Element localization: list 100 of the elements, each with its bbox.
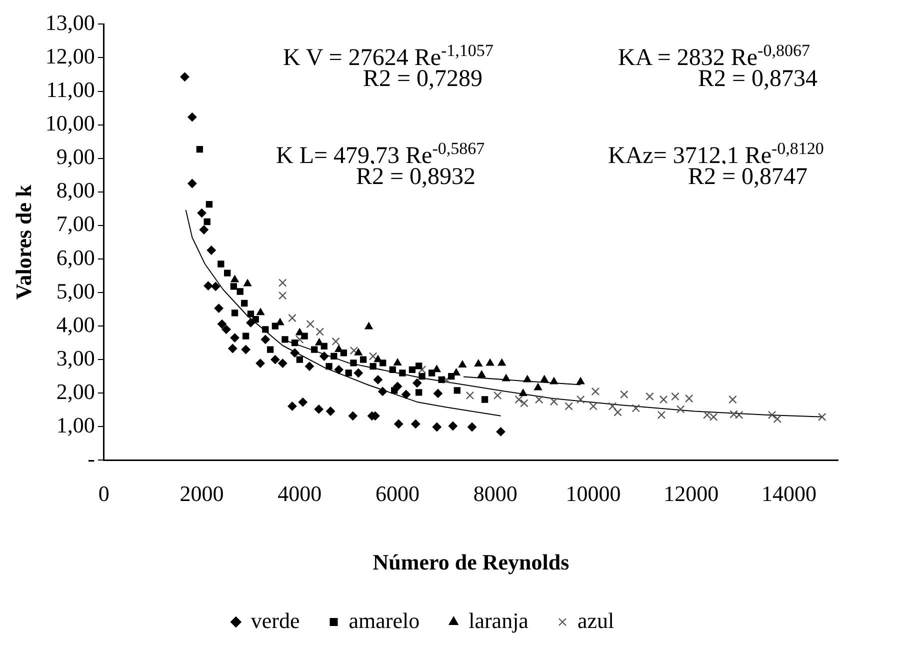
point	[188, 179, 197, 188]
point	[474, 359, 482, 366]
point	[247, 310, 254, 318]
x-tick-label: 8000	[473, 481, 518, 506]
point	[350, 346, 358, 355]
point	[218, 260, 224, 268]
x-tick-label: 14000	[762, 481, 817, 506]
point	[703, 410, 712, 420]
point	[256, 308, 264, 316]
y-tick-label: 4,00	[56, 312, 95, 337]
point	[416, 389, 422, 396]
point	[620, 390, 628, 399]
point	[278, 278, 287, 287]
point	[550, 377, 558, 384]
point	[550, 397, 558, 406]
annotation: KA = 2832 Re$^{-0,8067}$	[618, 41, 810, 71]
point	[230, 333, 240, 342]
point	[394, 419, 404, 428]
point	[468, 422, 477, 432]
point	[418, 373, 426, 380]
point	[481, 396, 488, 403]
y-axis-title: Valores de k	[10, 184, 36, 300]
point	[188, 112, 197, 122]
y-tick-label: 9,00	[56, 144, 95, 170]
point	[452, 368, 460, 376]
point	[326, 406, 336, 416]
point	[399, 370, 406, 376]
point	[278, 358, 288, 368]
point	[412, 378, 422, 388]
point	[230, 275, 239, 282]
legend-label: azul	[577, 608, 614, 633]
y-tick-label: 5,00	[56, 278, 95, 304]
point	[408, 366, 416, 373]
point	[288, 402, 297, 411]
point	[368, 352, 378, 360]
point	[493, 391, 502, 400]
x-tick-label: 4000	[278, 481, 322, 506]
point	[448, 421, 458, 430]
point	[454, 387, 460, 394]
point	[442, 376, 451, 384]
point	[534, 383, 542, 390]
point	[709, 412, 718, 422]
point	[282, 336, 288, 343]
point	[272, 322, 279, 330]
point	[199, 225, 208, 234]
y-tick-label: 12,00	[45, 44, 95, 69]
point	[534, 395, 544, 404]
point	[180, 72, 190, 82]
point	[428, 370, 436, 376]
point	[591, 387, 600, 396]
point	[676, 405, 685, 414]
point	[354, 348, 362, 356]
point	[389, 366, 396, 373]
point	[589, 402, 598, 410]
y-tick-label: 3,00	[56, 345, 95, 370]
point	[224, 270, 231, 276]
point	[614, 408, 622, 416]
x-tick-label: 10000	[566, 481, 621, 506]
point	[288, 314, 296, 322]
point	[659, 395, 668, 404]
point	[260, 334, 270, 344]
point	[486, 358, 494, 366]
point	[540, 375, 548, 382]
point	[256, 358, 265, 368]
point	[373, 375, 382, 384]
y-tick-label: 11,00	[46, 77, 95, 102]
point	[236, 288, 244, 295]
point	[576, 395, 585, 404]
point	[728, 395, 737, 404]
annotation: R2 = 0,8747	[688, 164, 808, 190]
x-axis-title: Número de Reynolds	[372, 549, 570, 574]
point	[296, 335, 304, 344]
point	[433, 388, 442, 398]
x-tick-label: 0	[98, 481, 110, 506]
point	[411, 419, 420, 428]
point	[348, 411, 358, 420]
x-tick-label: 6000	[376, 481, 420, 506]
point	[266, 346, 274, 353]
point	[364, 322, 373, 330]
point	[340, 350, 348, 356]
annotation: R2 = 0,8734	[698, 66, 818, 92]
point	[657, 410, 666, 420]
legend-label: amarelo	[348, 608, 420, 633]
point	[301, 332, 308, 340]
point	[380, 360, 386, 366]
point	[523, 375, 532, 382]
point	[502, 374, 510, 382]
point	[350, 360, 357, 366]
point	[394, 358, 402, 366]
point	[315, 338, 324, 346]
point	[246, 318, 256, 328]
point	[231, 310, 238, 316]
point	[242, 332, 250, 340]
y-tick-label: 6,00	[56, 244, 95, 270]
point	[204, 281, 213, 290]
point	[314, 404, 324, 414]
point	[632, 404, 640, 412]
point	[326, 362, 332, 370]
point	[320, 352, 329, 361]
point	[448, 373, 455, 380]
